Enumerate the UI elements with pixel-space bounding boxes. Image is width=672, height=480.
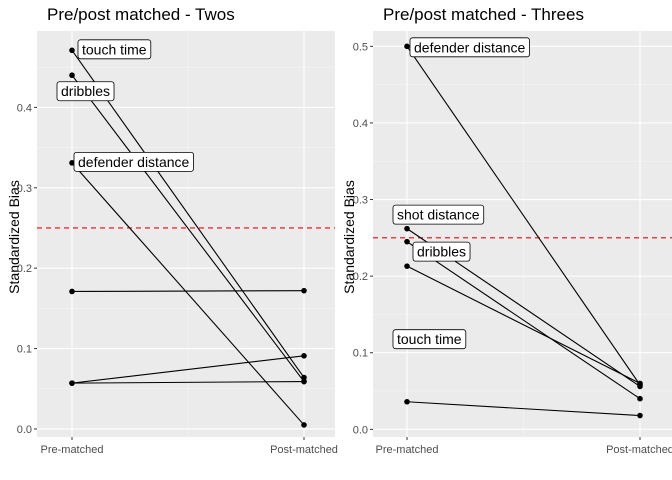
data-point	[301, 287, 307, 294]
data-point	[637, 380, 643, 387]
series-label: touch time	[392, 329, 467, 350]
data-point	[404, 43, 410, 50]
data-point	[404, 398, 410, 405]
data-point	[637, 412, 643, 419]
y-tick-label: 0.0	[17, 424, 32, 436]
y-tick-label: 0.3	[353, 195, 368, 207]
series-label-text: dribbles	[61, 83, 110, 99]
data-point	[404, 225, 410, 232]
y-tick-label: 0.4	[353, 118, 368, 130]
data-point	[69, 380, 75, 386]
x-tick-label: Pre-matched	[376, 444, 439, 456]
y-tick-label: 0.2	[353, 271, 368, 283]
data-point	[301, 353, 307, 359]
x-tick-label: Post-matched	[270, 444, 338, 456]
y-tick-label: 0.4	[17, 102, 32, 114]
x-tick-label: Pre-matched	[41, 444, 104, 456]
series-line	[71, 49, 305, 378]
y-tick-label: 0.1	[353, 348, 368, 360]
data-point	[301, 374, 307, 381]
x-tick-label: Post-matched	[606, 444, 672, 456]
series-label: defender distance	[409, 37, 530, 58]
series-label-text: dribbles	[417, 244, 466, 260]
data-point	[69, 160, 75, 166]
series-label-box	[412, 241, 471, 262]
series-line	[71, 355, 305, 384]
series-label: dribbles	[56, 81, 115, 102]
series-label-box	[409, 37, 530, 58]
series-label: defender distance	[73, 151, 194, 172]
data-point	[69, 288, 75, 295]
series-line	[406, 401, 641, 417]
series-line	[71, 290, 305, 293]
y-tick-label: 0.2	[17, 263, 32, 275]
series-label: dribbles	[412, 241, 471, 262]
chart-twos: Pre/post matched - Twos Standardized Bia…	[6, 5, 338, 456]
y-axis-label: Standardized Bias	[341, 180, 357, 294]
chart-title: Pre/post matched - Threes	[383, 5, 584, 24]
series-label-box	[77, 39, 152, 60]
series-label-text: defender distance	[414, 39, 526, 55]
data-point	[637, 395, 643, 402]
series-line	[71, 74, 305, 382]
chart-title: Pre/post matched - Twos	[47, 5, 235, 24]
series-line	[406, 241, 641, 400]
chart-threes: Pre/post matched - Threes Standardized B…	[341, 5, 672, 456]
series-label-box	[392, 204, 485, 225]
series-label-text: touch time	[397, 331, 462, 347]
data-point	[69, 72, 75, 79]
y-tick-label: 0.1	[17, 344, 32, 356]
plot-background	[373, 31, 672, 437]
series-label-box	[392, 329, 467, 350]
y-axis-label: Standardized Bias	[6, 180, 22, 294]
series-label: shot distance	[392, 204, 485, 225]
series-line	[406, 46, 641, 386]
series-label-text: defender distance	[78, 154, 190, 170]
y-tick-label: 0.5	[353, 41, 368, 53]
series-label: touch time	[77, 39, 152, 60]
series-line	[71, 380, 305, 384]
series-label-text: touch time	[82, 41, 147, 57]
series-label-box	[73, 151, 194, 172]
data-point	[301, 378, 307, 385]
data-point	[301, 422, 307, 428]
data-point	[404, 263, 410, 269]
series-label-text: shot distance	[397, 207, 480, 223]
data-point	[69, 47, 75, 54]
series-label-box	[56, 81, 115, 102]
y-tick-label: 0.3	[17, 183, 32, 195]
data-point	[404, 238, 410, 245]
series-line	[406, 265, 641, 384]
y-tick-label: 0.0	[353, 424, 368, 436]
